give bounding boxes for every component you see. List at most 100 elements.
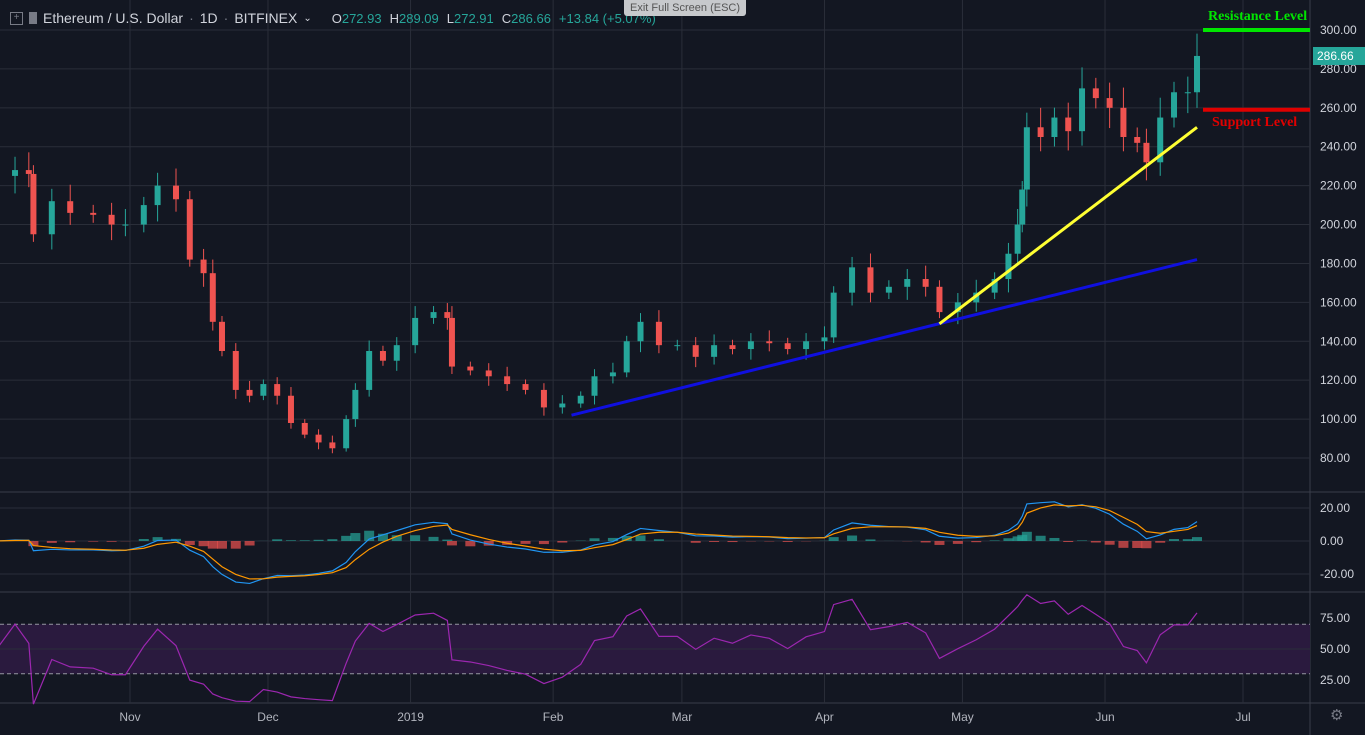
candle-body (232, 351, 239, 390)
macd-histogram-bar (364, 530, 375, 541)
candle-body (885, 286, 892, 293)
candle-body (849, 267, 856, 293)
high-value: 289.09 (399, 10, 439, 26)
candle-body (609, 372, 616, 377)
candle-body (991, 279, 998, 293)
settings-icon[interactable]: ⚙ (1330, 707, 1344, 724)
macd-histogram-bar (989, 540, 1000, 541)
candle-body (343, 419, 350, 449)
candle-body (25, 170, 32, 174)
candle-body (1019, 189, 1026, 225)
rsi-tick-label: 50.00 (1320, 642, 1350, 656)
x-tick-label: Jun (1095, 710, 1114, 724)
candle-body (12, 170, 19, 176)
candle-body (315, 434, 322, 443)
exit-fullscreen-tooltip[interactable]: Exit Full Screen (ESC) (624, 0, 747, 16)
candle-body (936, 286, 943, 313)
macd-histogram-bar (152, 537, 163, 541)
low-value: 272.91 (454, 10, 494, 26)
exchange[interactable]: BITFINEX (234, 10, 298, 26)
macd-histogram-bar (28, 541, 39, 547)
symbol-flag-icon (29, 12, 37, 24)
macd-histogram-bar (313, 539, 324, 541)
macd-histogram-bar (446, 541, 457, 546)
candle-body (108, 214, 115, 225)
candle-body (260, 384, 267, 396)
candle-body (30, 173, 37, 235)
chevron-down-icon[interactable]: ⌄ (303, 12, 312, 24)
macd-histogram-bar (1063, 541, 1074, 542)
macd-histogram-bar (1090, 541, 1101, 543)
candle-body (674, 345, 681, 347)
resistance-label: Resistance Level (1208, 9, 1308, 24)
macd-histogram-bar (272, 539, 283, 541)
candle-body (274, 384, 281, 396)
y-tick-label: 160.00 (1320, 295, 1357, 309)
candle-body (540, 389, 547, 408)
macd-histogram-bar (391, 535, 402, 541)
candle-body (412, 317, 419, 346)
candle-body (692, 345, 699, 357)
macd-histogram-bar (952, 541, 963, 544)
macd-histogram-bar (1104, 541, 1115, 545)
candle-body (867, 267, 874, 293)
candle-body (954, 302, 961, 313)
candle-body (485, 370, 492, 377)
macd-histogram-bar (46, 541, 57, 543)
candle-body (448, 317, 455, 367)
macd-tick-label: -20.00 (1320, 567, 1354, 581)
x-tick-label: 2019 (397, 710, 424, 724)
symbol-name[interactable]: Ethereum / U.S. Dollar (43, 10, 184, 26)
candle-body (1171, 92, 1178, 118)
macd-histogram-bar (65, 541, 76, 543)
candle-body (784, 343, 791, 350)
rsi-line (0, 593, 1198, 705)
candle-body (1051, 117, 1058, 137)
candle-body (522, 384, 529, 390)
y-tick-label: 80.00 (1320, 451, 1350, 465)
interval[interactable]: 1D (199, 10, 218, 26)
signal-line (0, 504, 1198, 580)
expand-icon[interactable]: + (10, 11, 23, 25)
candle-body (329, 442, 336, 449)
x-tick-label: Dec (257, 710, 278, 724)
macd-histogram-bar (1077, 540, 1088, 541)
macd-histogram-bar (709, 541, 720, 542)
candle-body (559, 403, 566, 408)
candle-body (1092, 88, 1099, 99)
macd-histogram-bar (230, 541, 241, 549)
candle-body (140, 205, 147, 225)
x-tick-label: Jul (1235, 710, 1250, 724)
macd-histogram-bar (920, 541, 931, 543)
ohlc-values: O272.93 H289.09 L272.91 C286.66 +13.84 (… (331, 10, 656, 26)
candle-body (1037, 127, 1044, 137)
candle-body (352, 389, 359, 420)
x-tick-label: May (951, 710, 974, 724)
macd-histogram-bar (207, 541, 218, 549)
last-price-tag: 286.66 (1313, 47, 1365, 65)
candle-body (1194, 55, 1201, 93)
macd-histogram-bar (621, 535, 632, 541)
candle-body (637, 321, 644, 342)
macd-histogram-bar (1035, 535, 1046, 541)
candle-body (366, 351, 373, 390)
y-tick-label: 200.00 (1320, 218, 1357, 232)
candle-body (379, 351, 386, 361)
y-tick-label: 220.00 (1320, 179, 1357, 193)
macd-histogram-bar (557, 541, 568, 543)
macd-histogram-bar (607, 537, 618, 541)
x-tick-label: Mar (672, 710, 693, 724)
macd-histogram-bar (1021, 531, 1032, 541)
macd-histogram-bar (1141, 541, 1152, 549)
candle-body (504, 376, 511, 385)
macd-histogram-bar (1003, 538, 1014, 541)
candle-body (711, 345, 718, 357)
candle-body (821, 337, 828, 342)
macd-histogram-bar (341, 535, 352, 541)
candle-body (1143, 142, 1150, 163)
candle-body (1065, 117, 1072, 132)
candle-body (1014, 224, 1021, 254)
candle-body (904, 279, 911, 287)
macd-histogram-bar (1118, 541, 1129, 548)
